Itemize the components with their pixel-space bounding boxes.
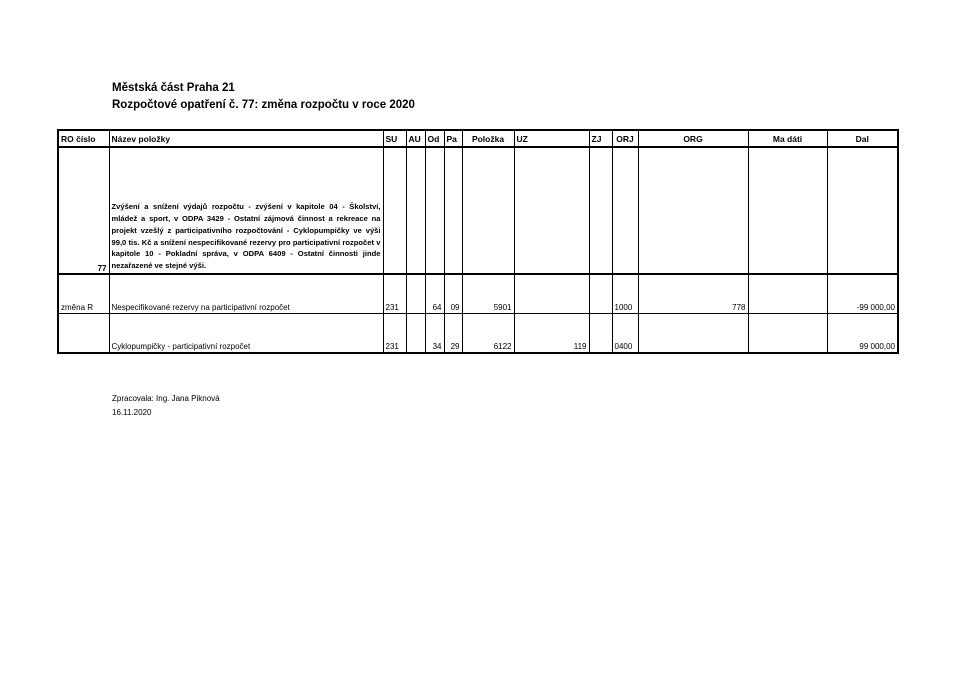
cell-pa: 09 — [443, 273, 463, 314]
cell-orj: 1000 — [611, 273, 639, 314]
cell-name: Nespecifikované rezervy na participativn… — [108, 273, 384, 314]
cell-dal: 99 000,00 — [826, 313, 899, 354]
cell-org — [637, 313, 749, 354]
cell-org: 778 — [637, 273, 749, 314]
ro-number: 77 — [57, 146, 110, 275]
cell-zj — [588, 313, 613, 354]
col-nazev-polozky: Název položky — [108, 129, 384, 148]
col-dal: Dal — [826, 129, 899, 148]
cell-dal: -99 000,00 — [826, 273, 899, 314]
cell-ma-dati — [747, 313, 828, 354]
cell-ro — [57, 313, 110, 354]
col-su: SU — [382, 129, 407, 148]
cell-su: 231 — [382, 313, 407, 354]
cell-ma-dati — [747, 273, 828, 314]
table-row: změna R Nespecifikované rezervy na parti… — [57, 273, 899, 314]
prepared-by: Zpracovala: Ing. Jana Piknová — [112, 394, 220, 403]
organization-title: Městská část Praha 21 — [112, 82, 235, 94]
cell-zj — [588, 273, 613, 314]
cell-polozka: 6122 — [461, 313, 515, 354]
col-ro-cislo: RO číslo — [57, 129, 110, 148]
col-od: Od — [424, 129, 445, 148]
cell-polozka: 5901 — [461, 273, 515, 314]
col-ma-dati: Ma dáti — [747, 129, 828, 148]
ro-description: Zvýšení a snížení výdajů rozpočtu - zvýš… — [108, 146, 384, 275]
col-pa: Pa — [443, 129, 463, 148]
table-row-intro: 77 Zvýšení a snížení výdajů rozpočtu - z… — [57, 146, 899, 275]
col-polozka: Položka — [461, 129, 515, 148]
col-zj: ZJ — [588, 129, 613, 148]
col-orj: ORJ — [611, 129, 639, 148]
header-row: RO číslo Název položky SU AU Od Pa Polož… — [57, 129, 899, 148]
cell-su: 231 — [382, 273, 407, 314]
col-au: AU — [405, 129, 426, 148]
cell-od: 64 — [424, 273, 445, 314]
cell-ro: změna R — [57, 273, 110, 314]
table-row: Cyklopumpičky - participativní rozpočet … — [57, 313, 899, 354]
cell-au — [405, 313, 426, 354]
date: 16.11.2020 — [112, 408, 152, 417]
budget-table: RO číslo Název položky SU AU Od Pa Polož… — [57, 129, 899, 354]
cell-pa: 29 — [443, 313, 463, 354]
col-uz: UZ — [513, 129, 590, 148]
cell-uz: 119 — [513, 313, 590, 354]
col-org: ORG — [637, 129, 749, 148]
cell-od: 34 — [424, 313, 445, 354]
cell-name: Cyklopumpičky - participativní rozpočet — [108, 313, 384, 354]
cell-uz — [513, 273, 590, 314]
cell-orj: 0400 — [611, 313, 639, 354]
document-title: Rozpočtové opatření č. 77: změna rozpočt… — [112, 99, 415, 111]
cell-au — [405, 273, 426, 314]
